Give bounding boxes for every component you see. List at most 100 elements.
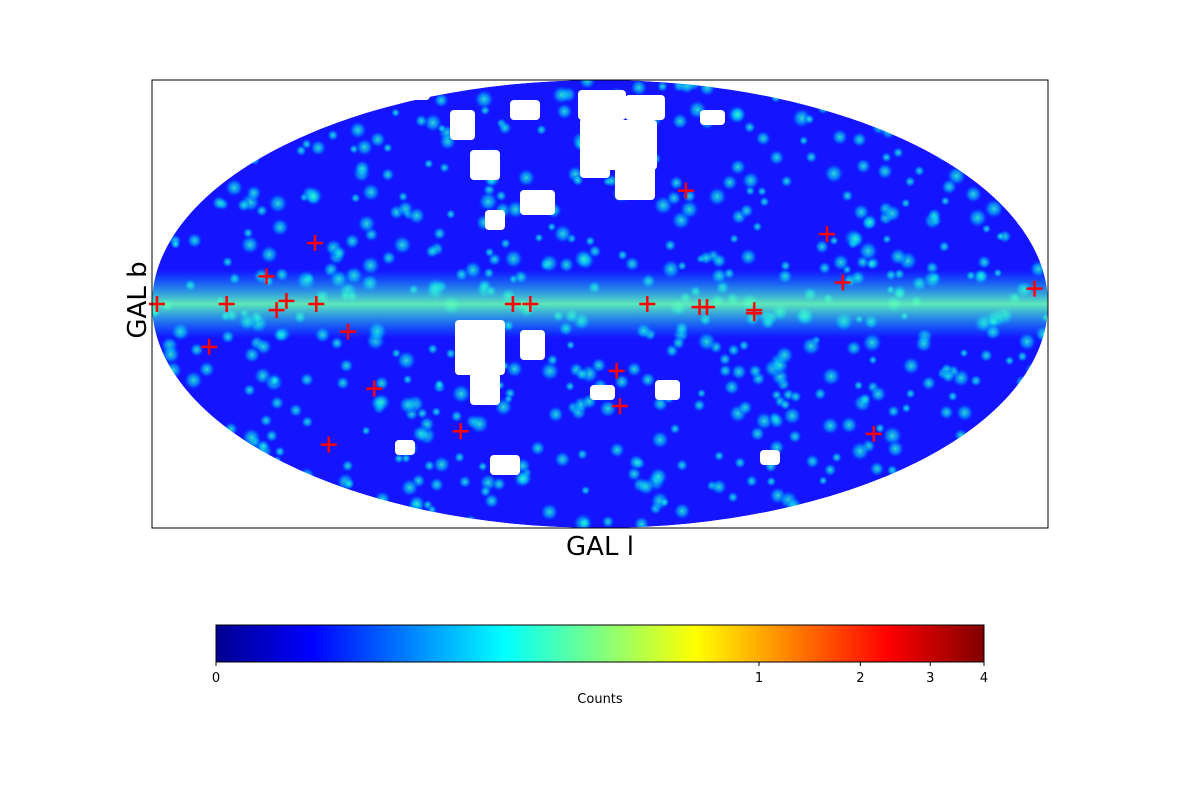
texture-blob — [248, 137, 270, 160]
texture-blob — [678, 199, 700, 220]
texture-blob — [886, 404, 901, 419]
x-axis-label: GAL l — [566, 532, 634, 562]
texture-blob — [830, 451, 843, 464]
texture-blob — [505, 359, 525, 379]
texture-blob — [950, 108, 967, 125]
texture-blob — [354, 137, 375, 157]
texture-blob — [943, 458, 958, 472]
uncovered-region — [470, 370, 500, 405]
texture-blob — [904, 388, 917, 400]
texture-blob — [670, 112, 690, 131]
texture-blob — [971, 95, 990, 114]
texture-blob — [253, 469, 269, 485]
texture-blob — [326, 128, 340, 142]
texture-blob — [900, 402, 912, 414]
texture-blob — [1009, 486, 1025, 503]
texture-blob — [692, 398, 707, 413]
texture-blob — [356, 213, 377, 234]
texture-blob — [270, 217, 290, 238]
texture-blob — [940, 178, 958, 196]
texture-blob — [407, 206, 427, 226]
texture-blob — [342, 477, 356, 491]
texture-blob — [1006, 118, 1020, 132]
texture-blob — [379, 80, 393, 95]
texture-blob — [491, 476, 507, 492]
texture-blob — [269, 395, 285, 411]
texture-blob — [248, 487, 262, 500]
uncovered-region — [602, 120, 657, 170]
texture-blob — [717, 363, 733, 379]
texture-blob — [779, 174, 794, 188]
texture-blob — [817, 475, 829, 486]
texture-blob — [985, 434, 998, 447]
texture-blob — [744, 474, 759, 488]
texture-blob — [152, 80, 159, 91]
sky-map — [152, 80, 1048, 528]
y-axis-label: GAL b — [123, 261, 153, 338]
texture-blob — [698, 250, 714, 266]
texture-blob — [858, 392, 873, 407]
texture-blob — [553, 450, 572, 469]
texture-blob — [1030, 426, 1048, 447]
texture-blob — [192, 164, 207, 179]
texture-blob — [881, 234, 893, 245]
texture-blob — [656, 80, 669, 93]
texture-blob — [225, 106, 246, 127]
texture-blob — [457, 474, 472, 489]
texture-blob — [371, 392, 392, 413]
texture-blob — [424, 243, 440, 259]
texture-blob — [411, 424, 431, 444]
source-marker — [366, 380, 383, 397]
texture-blob — [940, 195, 951, 207]
uncovered-region — [700, 110, 725, 125]
texture-blob — [464, 514, 478, 527]
texture-blob — [991, 88, 1007, 104]
texture-blob — [350, 192, 362, 204]
texture-blob — [926, 207, 943, 224]
uncovered-region — [485, 210, 505, 230]
plot-frame — [151, 79, 1049, 529]
source-marker — [201, 338, 218, 355]
texture-blob — [963, 184, 983, 204]
texture-blob — [213, 486, 229, 501]
texture-blob — [625, 360, 643, 378]
texture-blob — [880, 151, 893, 164]
texture-blob — [812, 90, 824, 102]
texture-blob — [820, 365, 842, 387]
texture-blob — [834, 498, 855, 519]
texture-blob — [309, 138, 328, 157]
texture-blob — [697, 80, 717, 98]
texture-blob — [882, 203, 903, 224]
texture-blob — [816, 101, 830, 116]
texture-blob — [860, 213, 879, 231]
texture-blob — [920, 374, 937, 392]
texture-blob — [281, 488, 302, 509]
texture-blob — [299, 371, 315, 388]
texture-blob — [823, 162, 845, 185]
texture-blob — [197, 360, 216, 379]
texture-blob — [935, 145, 953, 163]
texture-blob — [616, 249, 629, 262]
texture-blob — [529, 439, 547, 457]
texture-blob — [450, 383, 472, 405]
texture-blob — [331, 244, 348, 261]
colorbar-label: Counts — [577, 692, 623, 707]
texture-blob — [197, 170, 219, 192]
texture-blob — [373, 490, 392, 509]
texture-blob — [811, 499, 826, 515]
texture-blob — [380, 249, 397, 266]
texture-blob — [898, 513, 912, 527]
texture-blob — [675, 458, 689, 473]
texture-blob — [858, 489, 876, 507]
texture-blob — [813, 386, 828, 401]
texture-blob — [161, 203, 178, 219]
texture-blob — [629, 80, 649, 97]
texture-blob — [211, 194, 228, 211]
uncovered-region — [510, 100, 540, 120]
texture-blob — [367, 516, 387, 528]
source-marker — [611, 398, 628, 415]
texture-blob — [209, 143, 226, 160]
texture-blob — [632, 515, 651, 528]
texture-blob — [765, 475, 777, 488]
texture-blob — [179, 183, 200, 203]
